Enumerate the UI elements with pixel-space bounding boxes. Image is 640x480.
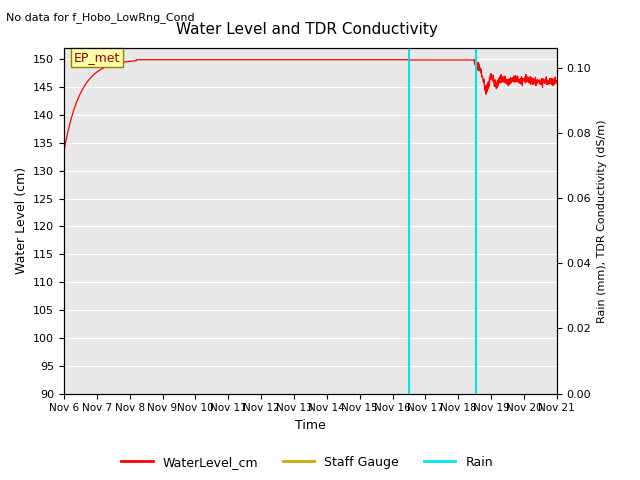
X-axis label: Time: Time	[295, 419, 326, 432]
Legend: WaterLevel_cm, Staff Gauge, Rain: WaterLevel_cm, Staff Gauge, Rain	[116, 451, 498, 474]
Text: Water Level and TDR Conductivity: Water Level and TDR Conductivity	[176, 22, 438, 36]
Text: EP_met: EP_met	[74, 51, 120, 64]
Y-axis label: Rain (mm), TDR Conductivity (dS/m): Rain (mm), TDR Conductivity (dS/m)	[597, 119, 607, 323]
Y-axis label: Water Level (cm): Water Level (cm)	[15, 167, 28, 275]
Text: No data for f_Hobo_LowRng_Cond: No data for f_Hobo_LowRng_Cond	[6, 12, 195, 23]
